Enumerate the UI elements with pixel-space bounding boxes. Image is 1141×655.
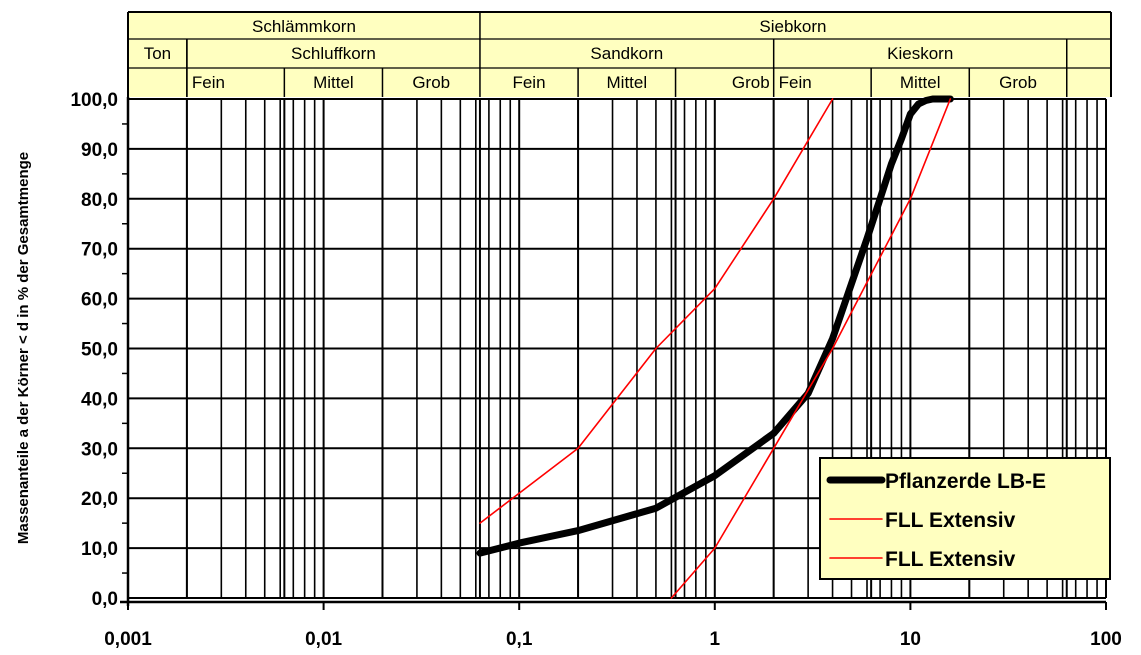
y-tick-label: 20,0 bbox=[81, 489, 118, 510]
header-fraction-label: Mittel bbox=[607, 73, 648, 92]
y-tick-label: 40,0 bbox=[81, 389, 118, 410]
y-tick-label: 60,0 bbox=[81, 290, 118, 311]
y-tick-label: 80,0 bbox=[81, 190, 118, 211]
legend-label: FLL Extensiv bbox=[885, 548, 1016, 571]
header-subclass-label: Ton bbox=[144, 44, 171, 63]
series-line-3 bbox=[670, 98, 952, 599]
header-fraction-label: Mittel bbox=[313, 73, 354, 92]
grain-class-header: Schlämmkorn Siebkorn Ton Schluffkorn Sandkor… bbox=[127, 11, 1112, 97]
x-tick-label: 0,1 bbox=[506, 629, 533, 650]
y-tick-label: 10,0 bbox=[81, 539, 118, 560]
header-fraction-label: Grob bbox=[412, 73, 450, 92]
series-line-2 bbox=[479, 98, 834, 524]
header-class-label: Siebkorn bbox=[759, 17, 826, 36]
header-fraction-label: Fein bbox=[779, 73, 812, 92]
x-tick-label: 100 bbox=[1090, 629, 1122, 650]
header-subclass-label: Kieskorn bbox=[887, 44, 953, 63]
axis-labels: 0,010,020,030,040,050,060,070,080,090,01… bbox=[70, 90, 1121, 650]
header-background bbox=[128, 12, 1111, 97]
header-class-label: Schlämmkorn bbox=[252, 17, 356, 36]
legend: Pflanzerde LB-E FLL Extensiv FLL Extensiv bbox=[819, 457, 1111, 580]
x-tick-label: 10 bbox=[900, 629, 921, 650]
x-tick-label: 0,01 bbox=[305, 629, 342, 650]
y-tick-label: 70,0 bbox=[81, 240, 118, 261]
header-subclass-label: Sandkorn bbox=[590, 44, 663, 63]
x-tick-label: 0,001 bbox=[104, 629, 152, 650]
header-fraction-label: Grob bbox=[732, 73, 770, 92]
y-axis-title: Massenanteile a der Körner < d in % der … bbox=[15, 152, 32, 544]
y-tick-label: 90,0 bbox=[81, 140, 118, 161]
y-tick-label: 30,0 bbox=[81, 439, 118, 460]
legend-label: FLL Extensiv bbox=[885, 509, 1016, 532]
header-fraction-label: Grob bbox=[999, 73, 1037, 92]
y-tick-label: 0,0 bbox=[92, 589, 118, 610]
header-fraction-label: Fein bbox=[512, 73, 545, 92]
series-line-1 bbox=[476, 95, 954, 557]
header-fraction-label: Mittel bbox=[900, 73, 941, 92]
y-tick-label: 50,0 bbox=[81, 340, 118, 361]
x-tick-label: 1 bbox=[710, 629, 721, 650]
header-subclass-label: Schluffkorn bbox=[291, 44, 376, 63]
legend-label: Pflanzerde LB-E bbox=[885, 470, 1046, 493]
header-fraction-label: Fein bbox=[192, 73, 225, 92]
plot-series bbox=[476, 95, 954, 599]
y-tick-label: 100,0 bbox=[70, 90, 118, 111]
